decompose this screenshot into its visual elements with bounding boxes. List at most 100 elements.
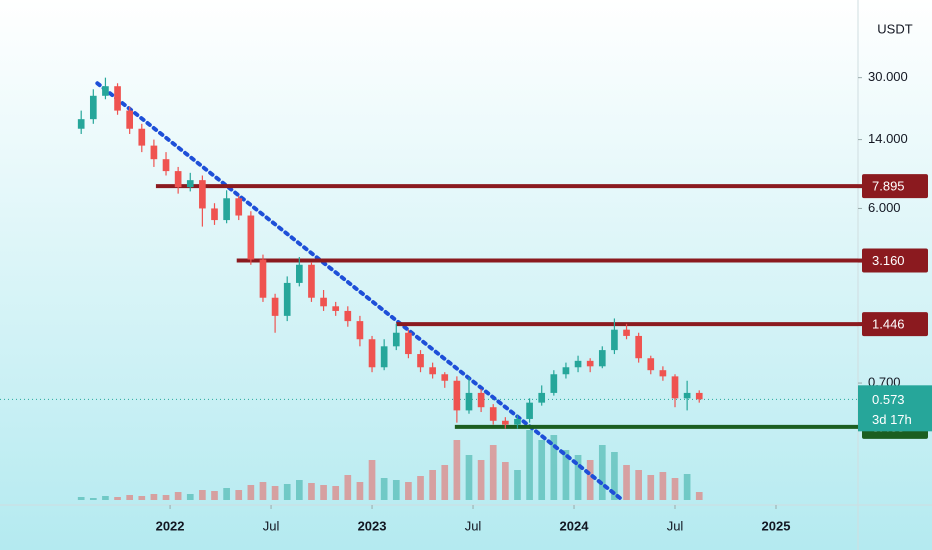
volume-bar — [283, 484, 291, 500]
volume-bar — [477, 460, 485, 500]
volume-bar — [417, 476, 424, 500]
volume-bar — [89, 498, 97, 500]
volume-bar — [235, 490, 243, 500]
candle-body — [671, 376, 679, 399]
volume-bar — [392, 480, 400, 500]
volume-bar — [623, 465, 630, 500]
candle-body — [295, 264, 303, 283]
candle-body — [138, 128, 146, 146]
volume-bar — [150, 494, 158, 500]
candle-body — [465, 392, 473, 411]
candle-body — [562, 367, 570, 375]
x-tick-label: 2025 — [762, 518, 791, 533]
candle-body — [77, 119, 85, 129]
candle-body — [502, 420, 509, 425]
volume-bar — [538, 440, 546, 500]
last-price-label: 0.573 — [872, 392, 905, 407]
candle-body — [344, 310, 352, 322]
candle-body — [429, 367, 436, 375]
candle-body — [356, 321, 364, 340]
volume-bar — [453, 440, 461, 500]
y-tick-label: 30.000 — [868, 69, 908, 84]
volume-bar — [114, 497, 121, 500]
candle-body — [635, 335, 642, 359]
volume-bar — [441, 465, 449, 500]
volume-bar — [514, 470, 521, 500]
candle-body — [223, 198, 230, 221]
volume-bar — [308, 483, 315, 500]
candle-body — [199, 180, 206, 209]
volume-bar — [332, 486, 340, 500]
volume-bar — [344, 475, 352, 500]
volume-bar — [598, 445, 606, 500]
volume-bar — [126, 495, 134, 500]
x-tick-label: Jul — [667, 518, 684, 533]
volume-bar — [562, 450, 570, 500]
volume-bar — [102, 496, 109, 500]
volume-bar — [659, 472, 667, 500]
level-label-box — [862, 174, 928, 199]
volume-bar — [586, 460, 594, 500]
candle-body — [598, 350, 606, 367]
candle-body — [623, 329, 630, 336]
volume-bar — [138, 496, 146, 500]
volume-bar — [356, 482, 364, 500]
candle-body — [659, 370, 667, 377]
level-label-box — [862, 248, 928, 273]
candle-body — [271, 297, 279, 316]
candle-body — [235, 198, 243, 216]
candle-body — [174, 171, 182, 188]
candle-body — [332, 306, 340, 311]
volume-bar — [77, 497, 85, 500]
volume-bar — [223, 488, 230, 500]
volume-bar — [247, 485, 255, 500]
candle-body — [453, 380, 461, 411]
volume-bar — [647, 475, 655, 500]
level-label: 7.895 — [872, 179, 905, 194]
candle-body — [526, 402, 533, 419]
candle-body — [417, 354, 424, 368]
plot-area — [0, 77, 858, 502]
x-tick-label: 2023 — [358, 518, 387, 533]
candle-body — [162, 159, 170, 172]
volume-bar — [186, 494, 194, 500]
volume-bar — [295, 480, 303, 500]
candle-body — [647, 358, 655, 371]
candle-body — [683, 392, 691, 399]
axis-currency-label: USDT — [877, 21, 912, 36]
volume-bar — [635, 470, 642, 500]
volume-bar — [429, 470, 436, 500]
volume-bar — [695, 492, 703, 500]
x-tick-label: 2022 — [156, 518, 185, 533]
volume-bar — [611, 452, 618, 500]
volume-bar — [211, 491, 218, 500]
candle-body — [150, 145, 158, 160]
volume-bar — [380, 478, 388, 500]
candle-body — [308, 264, 315, 298]
x-tick-label: Jul — [263, 518, 280, 533]
candle-body — [126, 110, 134, 129]
candle-body — [514, 418, 521, 425]
candle-body — [489, 407, 497, 421]
last-price-box — [858, 385, 932, 432]
volume-bar — [199, 490, 206, 500]
volume-bar — [174, 492, 182, 500]
volume-bar — [502, 462, 509, 500]
volume-bar — [271, 486, 279, 500]
x-tick-label: Jul — [465, 518, 482, 533]
volume-bar — [671, 478, 679, 500]
volume-bar — [259, 482, 267, 500]
candle-body — [538, 392, 546, 403]
volume-bar — [320, 485, 327, 500]
x-tick-label: 2024 — [560, 518, 590, 533]
volume-bar — [683, 474, 691, 500]
countdown-label: 3d 17h — [872, 412, 912, 427]
candle-body — [247, 215, 255, 260]
volume-bar — [574, 455, 582, 500]
candle-body — [695, 392, 703, 400]
candle-body — [586, 360, 594, 367]
candle-body — [380, 346, 388, 368]
y-tick-label: 14.000 — [868, 131, 908, 146]
candle-body — [102, 86, 109, 96]
